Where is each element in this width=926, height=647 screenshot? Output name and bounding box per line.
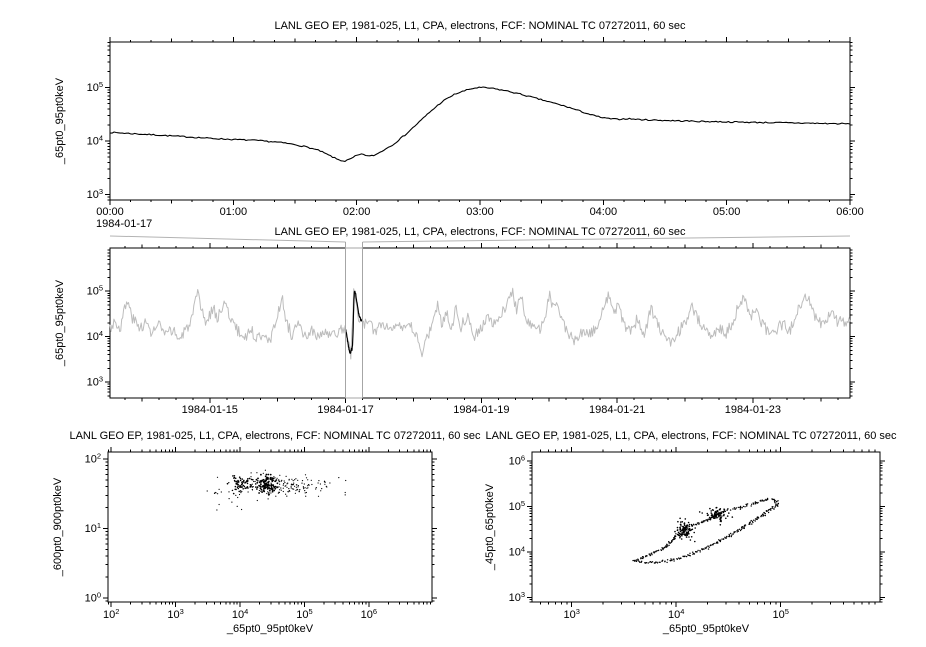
tick-label: 103 xyxy=(564,607,580,621)
axes xyxy=(103,447,437,607)
x-tick-label: 05:00 xyxy=(713,206,741,218)
tick-label: 105 xyxy=(773,607,789,621)
panel3-x-axis-label: _65pt0_95pt0keV xyxy=(226,623,314,635)
tick-label: 106 xyxy=(509,454,525,468)
panel4-plot-area[interactable]: 103 104 105 106 103 104 105 xyxy=(484,442,900,626)
tick-label: 104 xyxy=(509,545,525,559)
panel2-title: LANL GEO EP, 1981-025, L1, CPA, electron… xyxy=(274,226,686,238)
tick-label: 103 xyxy=(87,187,103,201)
tick-label: 100 xyxy=(85,590,101,604)
panel1-x-axis-date-label: 1984-01-17 xyxy=(96,218,153,230)
tick-label: 104 xyxy=(668,607,684,621)
selection-box[interactable] xyxy=(345,242,364,399)
x-tick-label: 06:00 xyxy=(836,206,864,218)
tick-label: 103 xyxy=(509,590,525,604)
tick-label: 102 xyxy=(85,451,101,465)
panel1-title: LANL GEO EP, 1981-025, L1, CPA, electron… xyxy=(274,20,686,32)
scatter-dots xyxy=(632,497,780,564)
tick-label: 104 xyxy=(232,607,248,621)
panel4-title: LANL GEO EP, 1981-025, L1, CPA, electron… xyxy=(485,430,897,442)
x-tick-label: 1984-01-15 xyxy=(182,404,238,416)
tick-label: 104 xyxy=(87,134,103,148)
tick-label: 105 xyxy=(87,80,103,94)
panel4-x-axis-label: _65pt0_95pt0keV xyxy=(662,623,750,635)
x-tick-label: 04:00 xyxy=(590,206,618,218)
tick-label: 104 xyxy=(87,329,103,343)
x-tick-label: 1984-01-21 xyxy=(589,404,645,416)
series-electron-flux xyxy=(110,86,851,162)
panel1-plot-area[interactable]: 103 104 105 00:00 01:00 02:00 03:00 04:00 05:00 0… xyxy=(62,32,870,224)
x-tick-label: 01:00 xyxy=(220,206,248,218)
tick-label: 106 xyxy=(361,607,377,621)
plot-frame xyxy=(109,247,851,399)
plot-frame xyxy=(109,41,851,201)
x-tick-label: 1984-01-17 xyxy=(317,404,373,416)
panel3-title: LANL GEO EP, 1981-025, L1, CPA, electron… xyxy=(69,430,481,442)
tick-label: 102 xyxy=(103,607,119,621)
tick-label: 103 xyxy=(87,375,103,389)
scatter-dots xyxy=(206,469,347,511)
x-tick-label: 1984-01-23 xyxy=(725,404,781,416)
x-tick-label: 02:00 xyxy=(343,206,371,218)
x-tick-label: 03:00 xyxy=(466,206,494,218)
panel3-plot-area[interactable]: 100 101 102 102 103 104 105 106 xyxy=(60,442,452,626)
plot-frame xyxy=(531,451,881,603)
axes xyxy=(105,37,855,205)
axes xyxy=(105,243,855,403)
series-highlighted-interval xyxy=(345,290,364,354)
x-tick-label: 00:00 xyxy=(96,206,124,218)
tick-label: 105 xyxy=(296,607,312,621)
tick-label: 101 xyxy=(85,521,101,535)
panel2-plot-area[interactable]: 103 104 105 1984-01-15 1984-01-17 1984-01-19 1… xyxy=(62,238,870,422)
tick-label: 105 xyxy=(87,284,103,298)
series-context-flux xyxy=(109,287,851,360)
x-tick-label: 1984-01-19 xyxy=(453,404,509,416)
axes xyxy=(527,447,885,607)
plot-frame xyxy=(107,451,433,603)
tick-label: 105 xyxy=(509,499,525,513)
tick-label: 103 xyxy=(167,607,183,621)
